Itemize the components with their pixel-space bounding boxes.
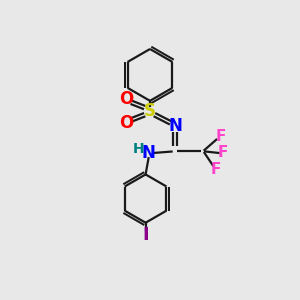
Text: I: I [142, 226, 149, 244]
Text: O: O [119, 90, 133, 108]
Text: F: F [210, 162, 220, 177]
Text: N: N [142, 144, 155, 162]
Text: F: F [215, 129, 226, 144]
Text: F: F [218, 146, 228, 160]
Text: O: O [119, 115, 133, 133]
Text: H: H [132, 142, 144, 156]
Text: S: S [144, 102, 156, 120]
Text: N: N [168, 117, 182, 135]
